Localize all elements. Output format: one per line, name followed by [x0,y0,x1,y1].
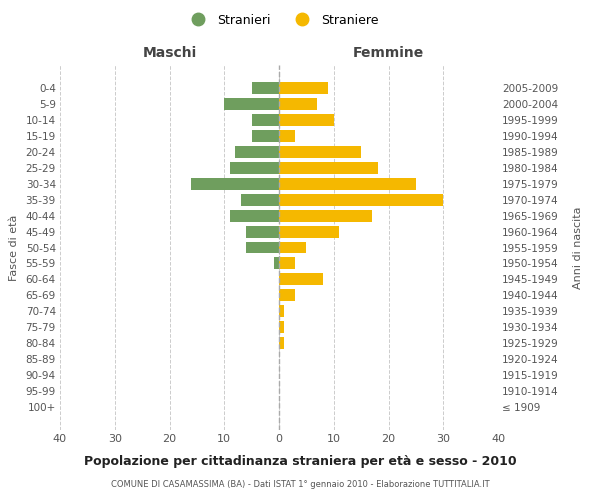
Bar [279,178,416,190]
Bar [279,290,295,302]
Text: Popolazione per cittadinanza straniera per età e sesso - 2010: Popolazione per cittadinanza straniera p… [83,455,517,468]
Bar [279,114,334,126]
Bar [235,146,279,158]
Bar [279,338,284,349]
Bar [279,226,339,237]
Y-axis label: Anni di nascita: Anni di nascita [573,206,583,289]
Bar [241,194,279,205]
Bar [279,98,317,110]
Bar [279,210,372,222]
Bar [279,306,284,318]
Text: COMUNE DI CASAMASSIMA (BA) - Dati ISTAT 1° gennaio 2010 - Elaborazione TUTTITALI: COMUNE DI CASAMASSIMA (BA) - Dati ISTAT … [110,480,490,489]
Bar [230,210,279,222]
Bar [279,258,295,270]
Bar [274,258,279,270]
Bar [246,242,279,254]
Bar [251,130,279,141]
Bar [191,178,279,190]
Bar [251,82,279,94]
Bar [279,242,307,254]
Y-axis label: Fasce di età: Fasce di età [8,214,19,280]
Legend: Stranieri, Straniere: Stranieri, Straniere [181,8,383,32]
Bar [246,226,279,237]
Bar [279,274,323,285]
Bar [279,146,361,158]
Bar [224,98,279,110]
Text: Femmine: Femmine [353,46,424,60]
Bar [279,194,443,205]
Bar [251,114,279,126]
Bar [279,322,284,334]
Bar [230,162,279,173]
Bar [279,162,377,173]
Bar [279,82,328,94]
Text: Maschi: Maschi [142,46,197,60]
Bar [279,130,295,141]
